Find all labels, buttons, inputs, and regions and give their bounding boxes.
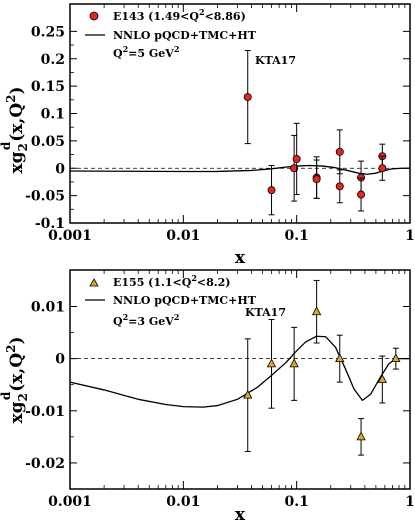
legend-data-label: E155 (1.1<Q2<8.2)	[113, 273, 230, 289]
y-tick-label: -0.05	[25, 189, 65, 205]
data-point	[266, 358, 277, 368]
legend-tag: KTA17	[255, 54, 296, 67]
data-point	[312, 175, 321, 184]
data-point	[243, 93, 252, 102]
chart-top: -0.1 -0.05 0 0.05 0.1 0.15 0.2 0.25 0.001 0.01 0.1…	[0, 3, 415, 268]
legend: E155 (1.1<Q2<8.2) NNLO pQCD+TMC+HT Q2=3 …	[85, 273, 286, 328]
y-tick-label: 0	[55, 352, 65, 368]
x-tick-label: 0.01	[166, 228, 200, 244]
data-point	[391, 353, 401, 363]
data-point	[377, 374, 387, 383]
legend-curve-label: NNLO pQCD+TMC+HT	[113, 29, 257, 42]
chart-bottom: -0.02 -0.01 0 0.01 0.001 0.01 0.1 1 E155 (1.1<Q…	[0, 269, 415, 522]
data-point	[292, 154, 301, 163]
x-tick-label: 1	[405, 494, 415, 510]
data-point	[289, 358, 299, 368]
data-point	[335, 182, 344, 191]
y-tick-label: 0.2	[41, 52, 65, 68]
x-tick-label: 0.001	[48, 494, 92, 510]
legend-marker	[89, 11, 99, 21]
data-point	[356, 431, 366, 441]
y-tick-label: 0.25	[31, 24, 65, 40]
legend-tag: KTA17	[245, 306, 286, 319]
x-tick-label: 0.001	[48, 228, 92, 244]
y-tick-label: 0.01	[31, 300, 65, 316]
data-point	[378, 164, 387, 173]
y-tick-label: -0.01	[25, 404, 65, 420]
y-tick-label: -0.1	[35, 216, 65, 232]
y-tick-label: 0	[55, 161, 65, 177]
data-point	[267, 186, 276, 195]
y-tick-label: 0.05	[31, 134, 65, 150]
legend-marker	[89, 278, 99, 287]
x-tick-label: 0.1	[284, 228, 308, 244]
legend-q2-label: Q2=5 GeV2	[113, 44, 179, 60]
data-point	[335, 147, 344, 156]
legend-q2-label: Q2=3 GeV2	[113, 312, 179, 328]
data-point	[311, 306, 322, 316]
legend-data-label: E143 (1.49<Q2<8.86)	[113, 7, 246, 23]
data-point	[335, 353, 345, 363]
legend-curve-label: NNLO pQCD+TMC+HT	[113, 294, 257, 307]
theory-curve	[69, 164, 410, 175]
x-tick-label: 1	[405, 228, 415, 244]
plot-frame	[69, 269, 411, 490]
data-point	[357, 190, 366, 199]
y-axis-title: xg2d(x,Q2)	[0, 86, 30, 173]
y-tick-label: 0.15	[31, 79, 65, 95]
y-axis-title: xg2d(x,Q2)	[0, 336, 30, 423]
x-tick-label: 0.01	[166, 494, 200, 510]
legend: E143 (1.49<Q2<8.86) NNLO pQCD+TMC+HT Q2=…	[85, 7, 296, 67]
x-axis-title: x	[235, 248, 246, 268]
theory-curve	[69, 335, 410, 408]
x-axis-title: x	[235, 505, 246, 522]
data-point	[243, 389, 253, 399]
data-point	[290, 164, 299, 173]
x-tick-label: 0.1	[284, 494, 308, 510]
y-tick-label: 0.1	[41, 107, 65, 123]
y-tick-label: -0.02	[25, 456, 65, 472]
